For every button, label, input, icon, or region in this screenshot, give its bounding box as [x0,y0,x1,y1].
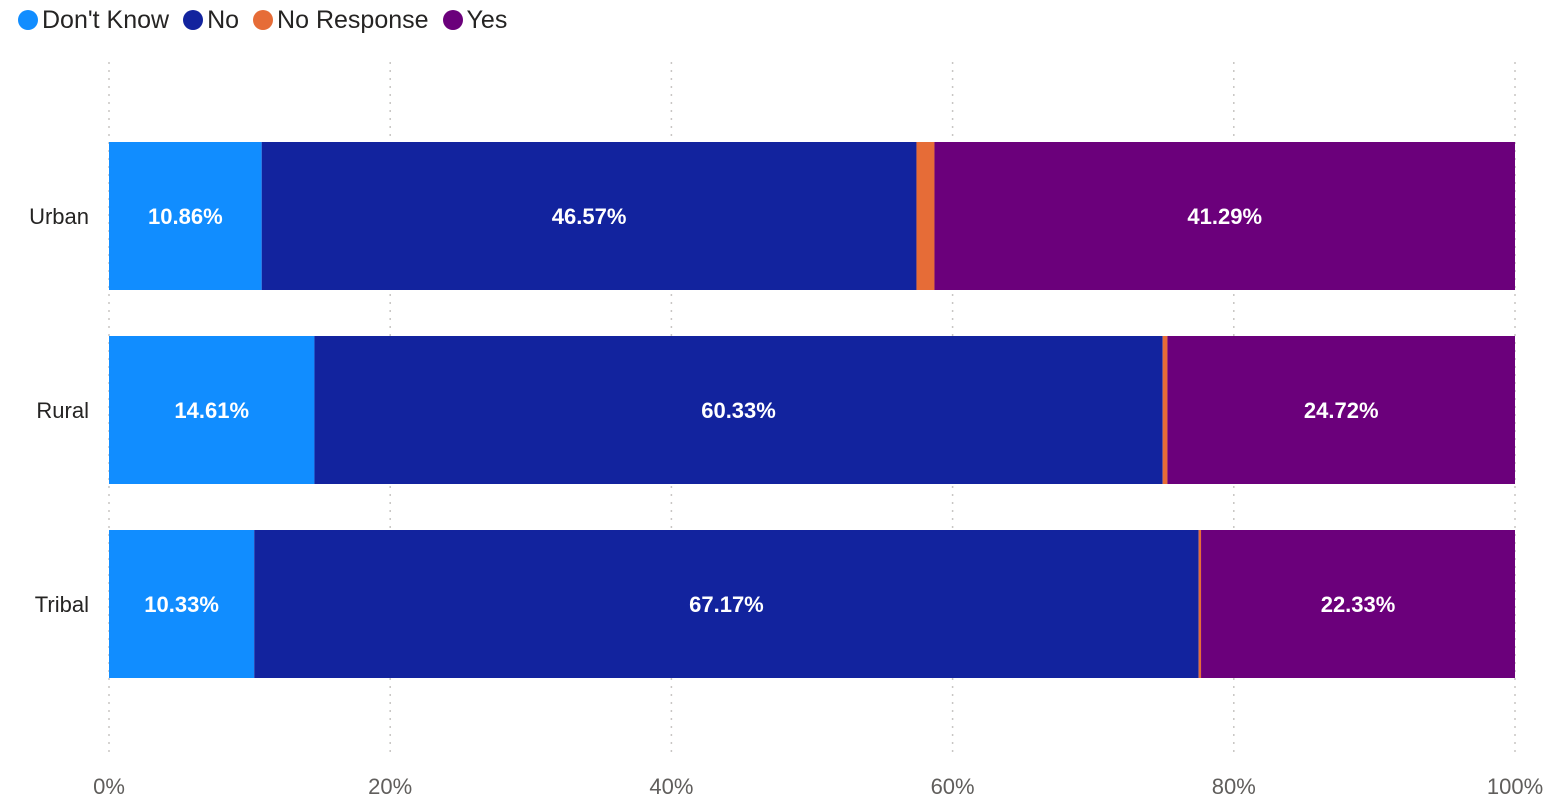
data-label-tribal-yes: 22.33% [1321,592,1396,617]
x-tick-label-0: 0% [93,774,125,799]
data-label-rural-no: 60.33% [701,398,776,423]
legend-swatch-yes [442,10,463,30]
category-label-rural: Rural [36,398,89,423]
data-label-urban-yes: 41.29% [1187,204,1262,229]
bar-rural-no-response[interactable] [1162,336,1168,484]
category-label-urban: Urban [29,204,89,229]
legend-swatch-no-response [253,10,274,30]
data-label-tribal-no: 67.17% [689,592,764,617]
bar-tribal-no-response[interactable] [1198,530,1202,678]
data-label-urban-no: 46.57% [552,204,627,229]
bar-tribal-don-t-know[interactable] [109,530,255,678]
legend-label-no: No [207,5,240,34]
x-tick-label-60: 60% [931,774,975,799]
legend-item-no-response[interactable]: No Response [253,5,429,35]
x-tick-label-20: 20% [368,774,412,799]
bar-urban-yes[interactable] [934,142,1515,290]
legend-label-no-response: No Response [277,5,429,34]
legend-label-yes: Yes [466,5,508,34]
legend-item-no[interactable]: No [183,6,239,35]
legend-swatch-don-t-know [18,10,38,30]
data-label-rural-don-t-know: 14.61% [174,398,249,423]
x-tick-label-40: 40% [649,774,693,799]
bar-tribal-yes[interactable] [1201,530,1515,678]
chart-legend: Don't Know No No Response Yes [18,4,521,36]
bar-urban-don-t-know[interactable] [109,142,262,290]
data-label-rural-yes: 24.72% [1304,398,1379,423]
x-tick-label-80: 80% [1212,774,1256,799]
legend-label-don-t-know: Don't Know [42,5,170,34]
bar-rural-yes[interactable] [1167,336,1515,484]
bar-rural-don-t-know[interactable] [109,336,315,484]
category-label-tribal: Tribal [35,592,89,617]
data-label-urban-don-t-know: 10.86% [148,204,223,229]
legend-item-yes[interactable]: Yes [442,5,508,35]
x-tick-label-100: 100% [1487,774,1543,799]
legend-swatch-no [183,10,204,30]
bar-urban-no-response[interactable] [916,142,935,290]
bar-tribal-no[interactable] [254,530,1199,678]
bar-rural-no[interactable] [314,336,1163,484]
data-label-tribal-don-t-know: 10.33% [144,592,219,617]
bar-urban-no[interactable] [261,142,917,290]
legend-item-don-t-know[interactable]: Don't Know [18,6,169,35]
